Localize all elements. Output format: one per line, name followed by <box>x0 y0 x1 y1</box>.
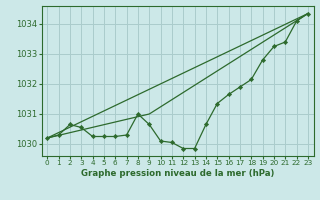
X-axis label: Graphe pression niveau de la mer (hPa): Graphe pression niveau de la mer (hPa) <box>81 169 274 178</box>
